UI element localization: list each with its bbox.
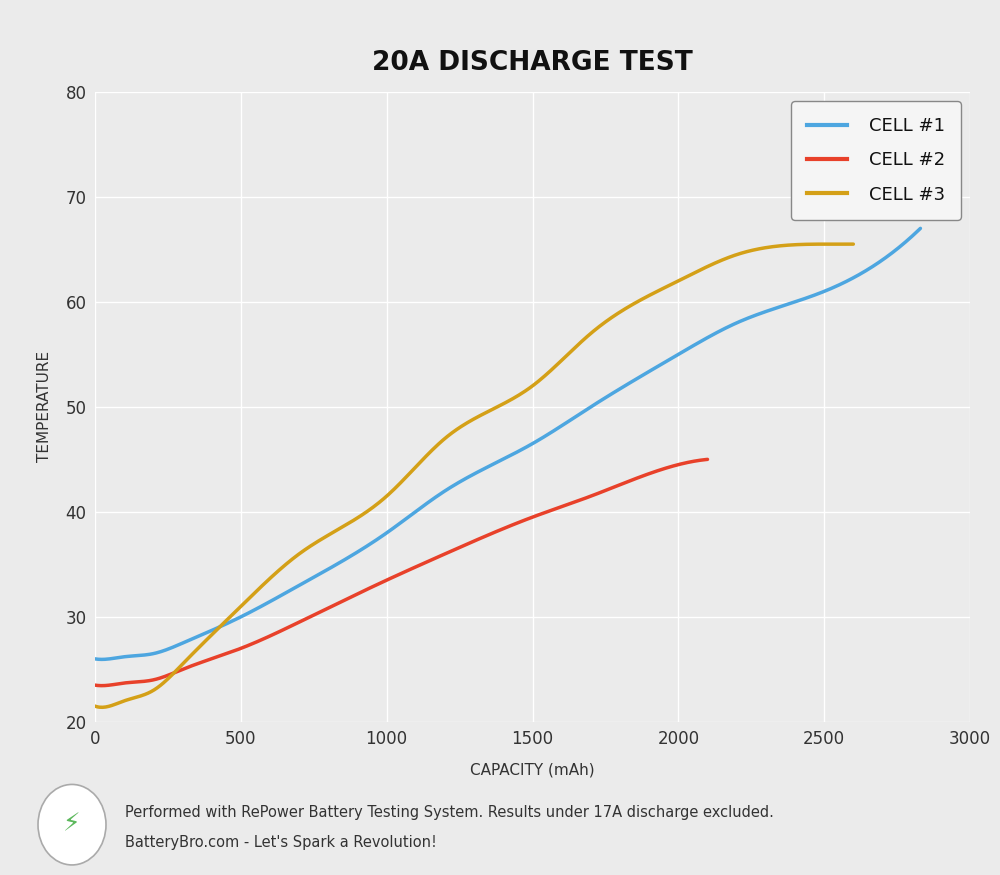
CELL #1 bbox=[483, 461, 495, 472]
CELL #1 bbox=[96, 654, 108, 665]
CELL #3 bbox=[542, 368, 554, 378]
CELL #1 bbox=[582, 403, 594, 414]
CELL #3 bbox=[832, 239, 844, 249]
Line: CELL #2: CELL #2 bbox=[95, 459, 707, 686]
CELL #3 bbox=[89, 701, 101, 711]
CELL #1 bbox=[537, 432, 549, 443]
CELL #2 bbox=[422, 556, 434, 567]
Legend: CELL #1, CELL #2, CELL #3: CELL #1, CELL #2, CELL #3 bbox=[791, 101, 961, 220]
CELL #2 bbox=[455, 542, 467, 552]
CELL #3 bbox=[455, 421, 467, 431]
CELL #3 bbox=[818, 239, 830, 249]
Text: BatteryBro.com - Let's Spark a Revolution!: BatteryBro.com - Let's Spark a Revolutio… bbox=[125, 836, 437, 850]
CELL #2 bbox=[592, 488, 604, 499]
CELL #2 bbox=[385, 573, 397, 584]
CELL #1 bbox=[896, 240, 908, 250]
CELL #3 bbox=[847, 239, 859, 249]
Ellipse shape bbox=[38, 784, 106, 864]
X-axis label: CAPACITY (mAh): CAPACITY (mAh) bbox=[470, 762, 595, 777]
CELL #2 bbox=[89, 680, 101, 690]
CELL #3 bbox=[95, 702, 107, 712]
Y-axis label: TEMPERATURE: TEMPERATURE bbox=[37, 351, 52, 462]
CELL #1 bbox=[488, 458, 500, 469]
CELL #2 bbox=[701, 454, 713, 465]
Text: ⚡: ⚡ bbox=[63, 813, 81, 836]
CELL #1 bbox=[89, 654, 101, 664]
CELL #3 bbox=[451, 424, 463, 435]
CELL #1 bbox=[767, 304, 779, 314]
Line: CELL #3: CELL #3 bbox=[95, 244, 853, 707]
CELL #3 bbox=[712, 256, 724, 267]
Text: Performed with RePower Battery Testing System. Results under 17A discharge exclu: Performed with RePower Battery Testing S… bbox=[125, 805, 774, 820]
CELL #2 bbox=[95, 681, 107, 691]
CELL #2 bbox=[688, 456, 700, 466]
CELL #1 bbox=[914, 223, 926, 234]
CELL #2 bbox=[381, 575, 393, 585]
CELL #3 bbox=[501, 396, 513, 407]
Line: CELL #1: CELL #1 bbox=[95, 228, 920, 660]
Title: 20A DISCHARGE TEST: 20A DISCHARGE TEST bbox=[372, 50, 693, 75]
